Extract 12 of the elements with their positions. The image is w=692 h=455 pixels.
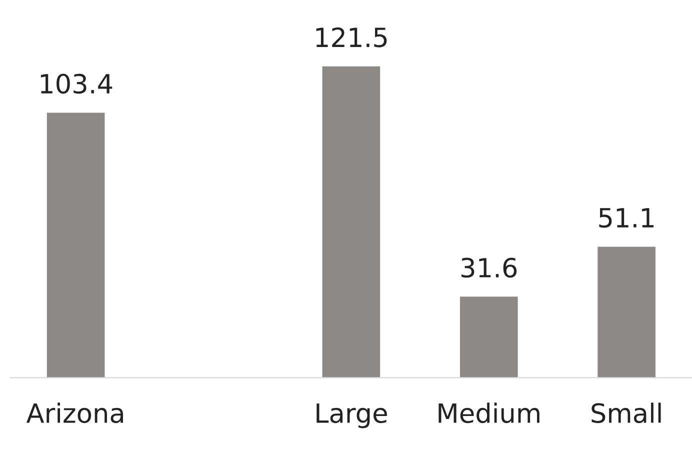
bar [322, 66, 380, 378]
data-label: 103.4 [40, 74, 112, 94]
data-label: 31.6 [462, 258, 517, 278]
bar [46, 112, 105, 378]
data-label: 121.5 [316, 27, 387, 48]
x-tick-label: Arizona [26, 402, 123, 424]
data-label: 51.1 [599, 208, 654, 228]
bar [460, 296, 518, 378]
x-tick-label: Medium [438, 402, 540, 424]
x-tick-label: Small [592, 402, 661, 424]
x-tick-label: Large [316, 403, 387, 428]
bar [598, 246, 656, 378]
